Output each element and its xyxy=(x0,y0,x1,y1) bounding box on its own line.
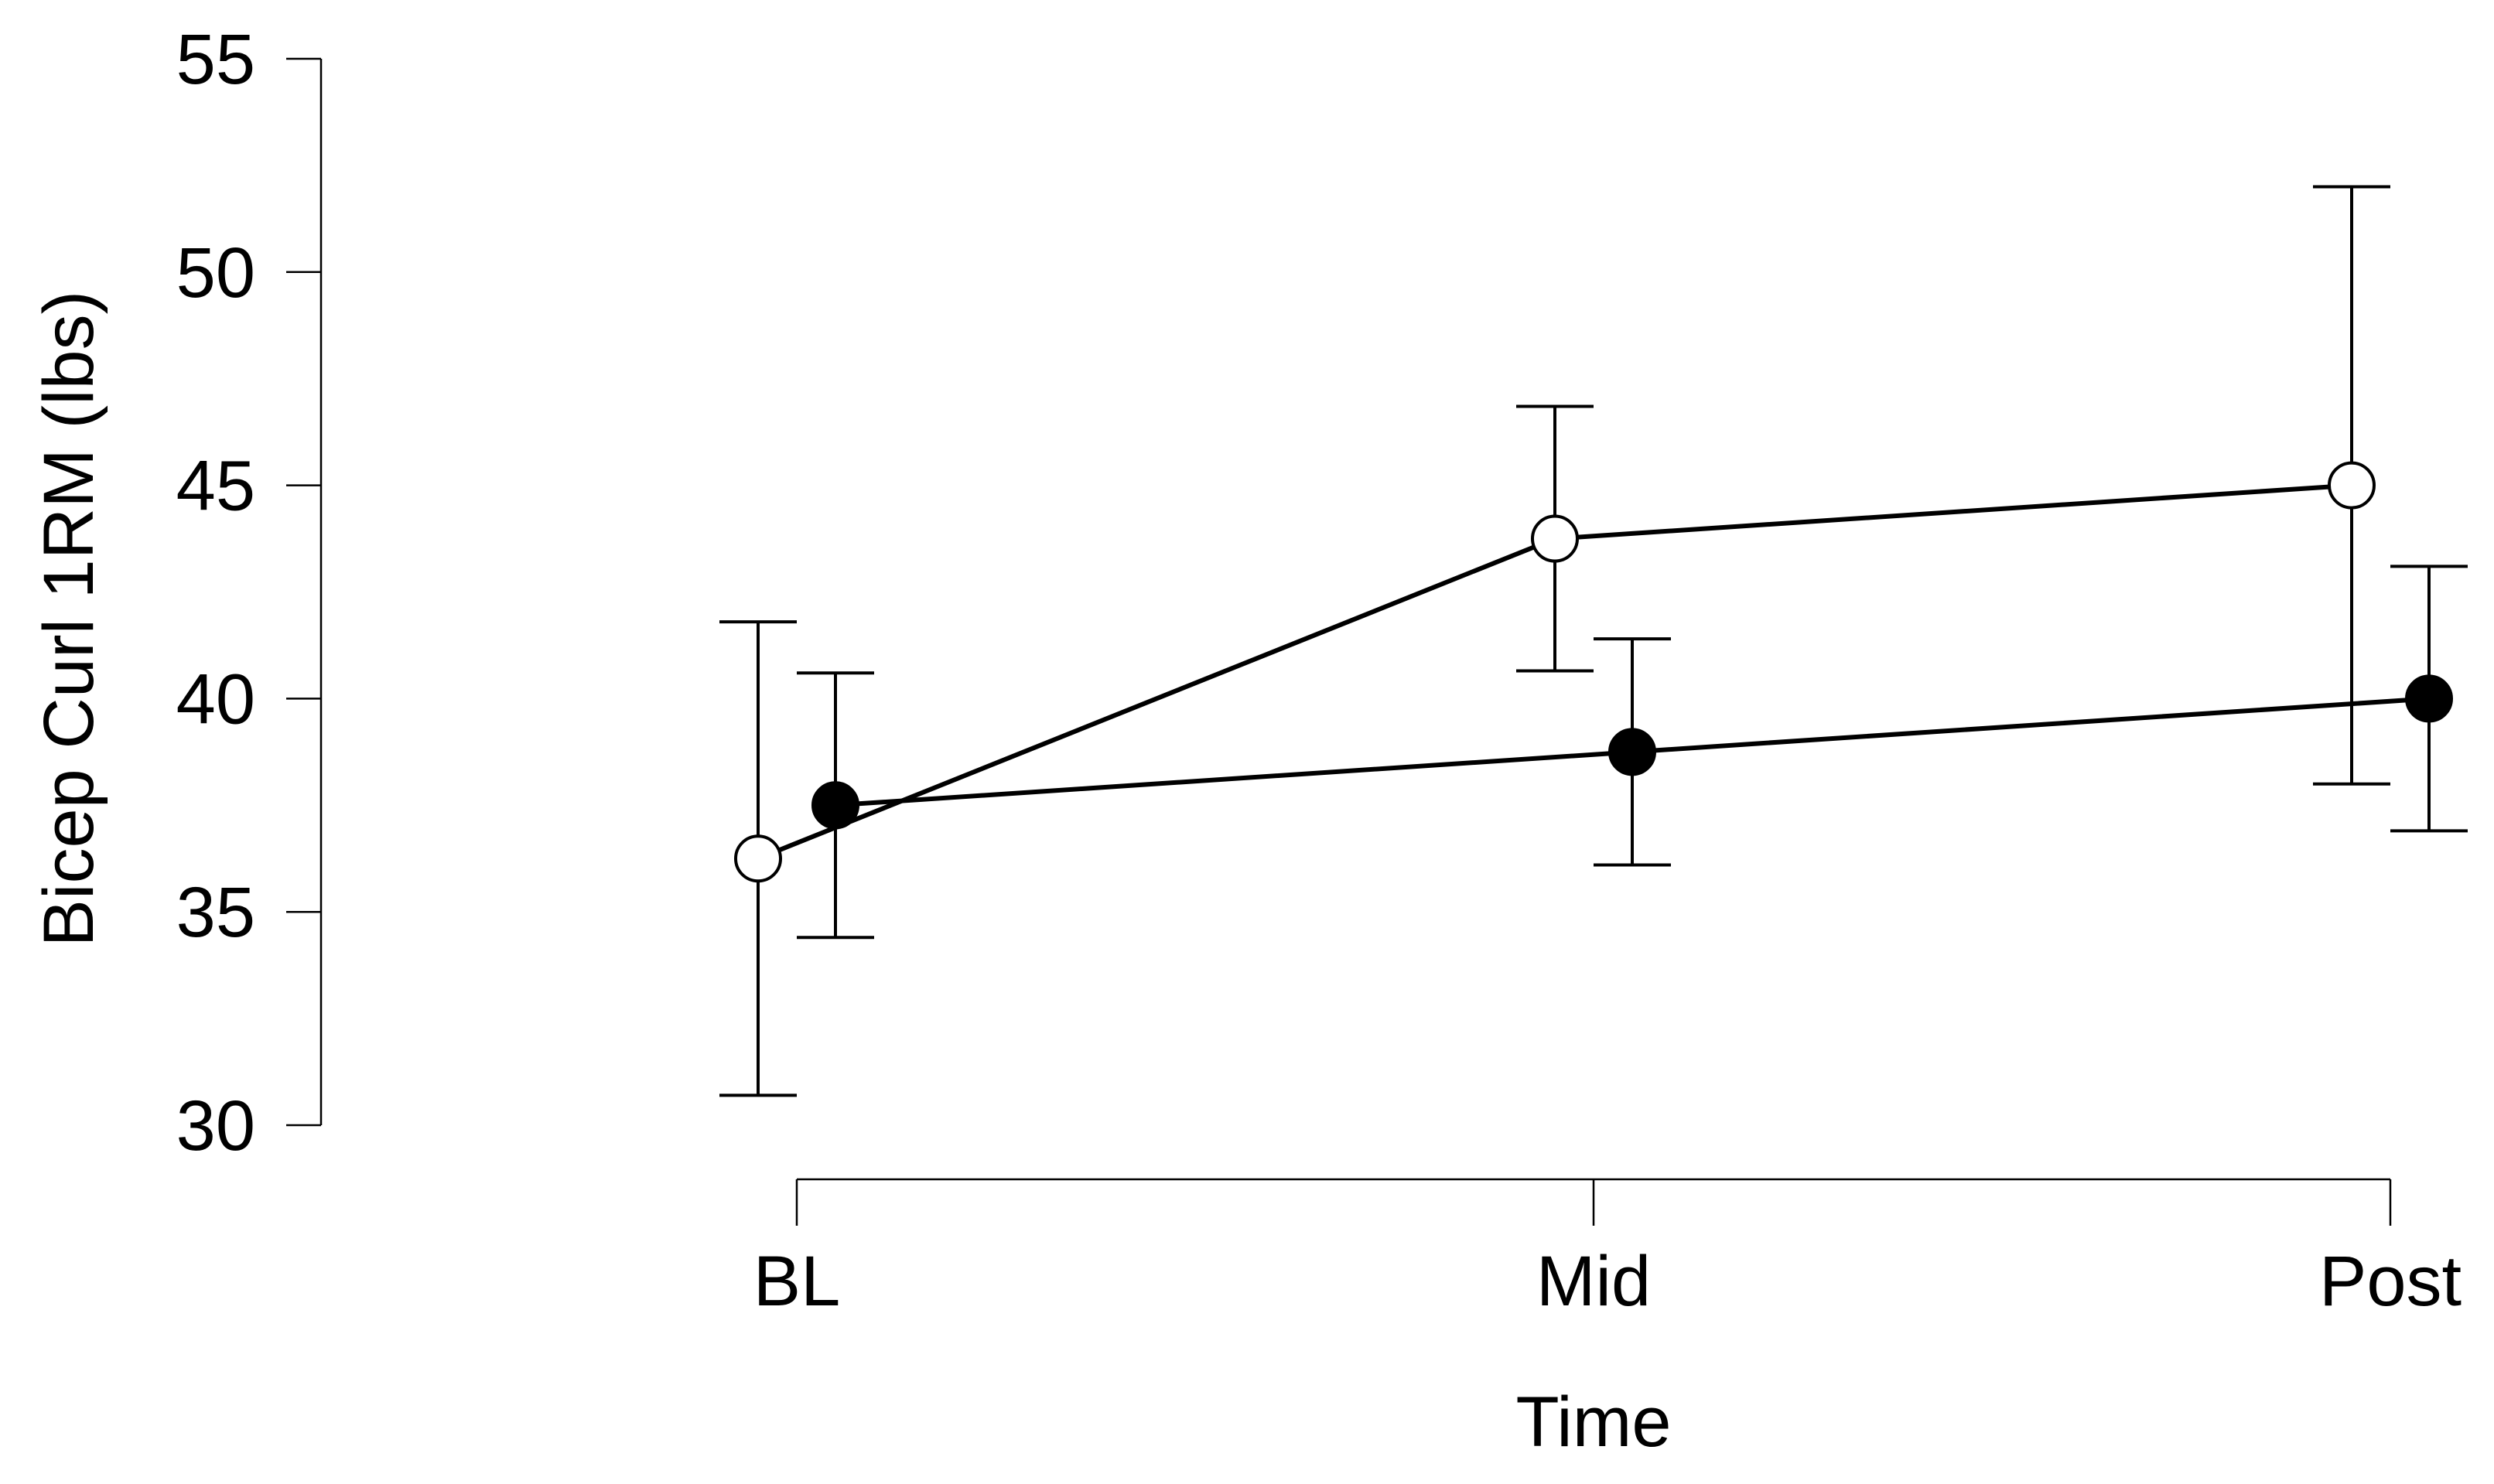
data-point xyxy=(1608,728,1656,776)
x-tick-label: Post xyxy=(2319,1242,2462,1321)
x-axis-title: Time xyxy=(1515,1383,1671,1462)
y-axis-title: Bicep Curl 1RM (lbs) xyxy=(29,291,108,947)
y-tick-label: 30 xyxy=(176,1087,255,1165)
data-point xyxy=(2328,461,2376,510)
data-point xyxy=(2405,674,2453,723)
x-tick-label: Mid xyxy=(1536,1242,1651,1321)
y-axis: 30 35 40 45 50 55 xyxy=(176,20,323,1165)
series-1 xyxy=(719,185,2390,1097)
y-tick-label: 55 xyxy=(176,20,255,99)
data-point xyxy=(811,781,859,830)
y-tick-label: 50 xyxy=(176,234,255,312)
x-tick-label: BL xyxy=(753,1242,841,1321)
data-point xyxy=(1531,514,1579,563)
y-tick-label: 45 xyxy=(176,447,255,526)
y-tick-label: 35 xyxy=(176,873,255,952)
data-point xyxy=(734,834,782,883)
series-2 xyxy=(797,565,2468,940)
x-axis: BL Mid Post xyxy=(753,1178,2462,1321)
y-tick-label: 40 xyxy=(176,660,255,739)
plot-area xyxy=(719,185,2468,1097)
